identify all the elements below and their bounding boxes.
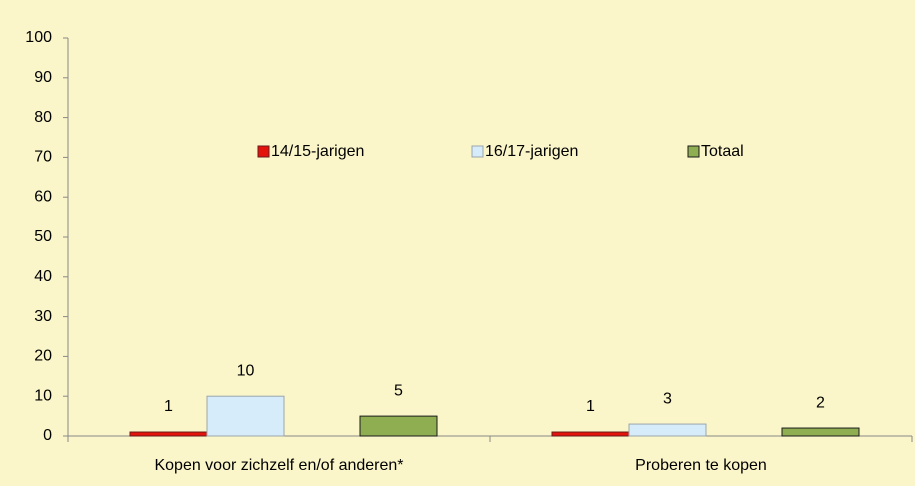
y-tick-label: 10	[34, 387, 52, 404]
y-tick-label: 40	[34, 268, 52, 285]
bar	[628, 423, 707, 437]
y-tick-label: 50	[34, 228, 52, 245]
legend-label: 14/15-jarigen	[271, 143, 364, 160]
y-tick-label: 60	[34, 188, 52, 205]
legend-label: Totaal	[701, 143, 744, 160]
legend-swatch	[471, 145, 484, 158]
value-label: 1	[164, 398, 173, 415]
bar	[551, 431, 630, 437]
y-tick-label: 100	[25, 29, 52, 46]
bar	[129, 431, 208, 437]
bar	[781, 427, 860, 437]
y-tick-label: 0	[43, 427, 52, 444]
legend-swatch	[257, 145, 270, 158]
y-tick-label: 80	[34, 109, 52, 126]
bar	[359, 415, 438, 437]
bar	[206, 395, 285, 437]
y-tick-label: 70	[34, 149, 52, 166]
value-label: 3	[663, 390, 672, 407]
legend-swatch	[687, 145, 700, 158]
x-tick-label: Proberen te kopen	[635, 457, 767, 474]
value-label: 2	[816, 394, 825, 411]
y-tick-label: 30	[34, 308, 52, 325]
y-tick-label: 90	[34, 69, 52, 86]
x-tick-label: Kopen voor zichzelf en/of anderen*	[154, 457, 403, 474]
y-tick-label: 20	[34, 348, 52, 365]
value-label: 10	[237, 362, 255, 379]
legend-label: 16/17-jarigen	[485, 143, 578, 160]
value-label: 1	[586, 398, 595, 415]
value-label: 5	[394, 382, 403, 399]
